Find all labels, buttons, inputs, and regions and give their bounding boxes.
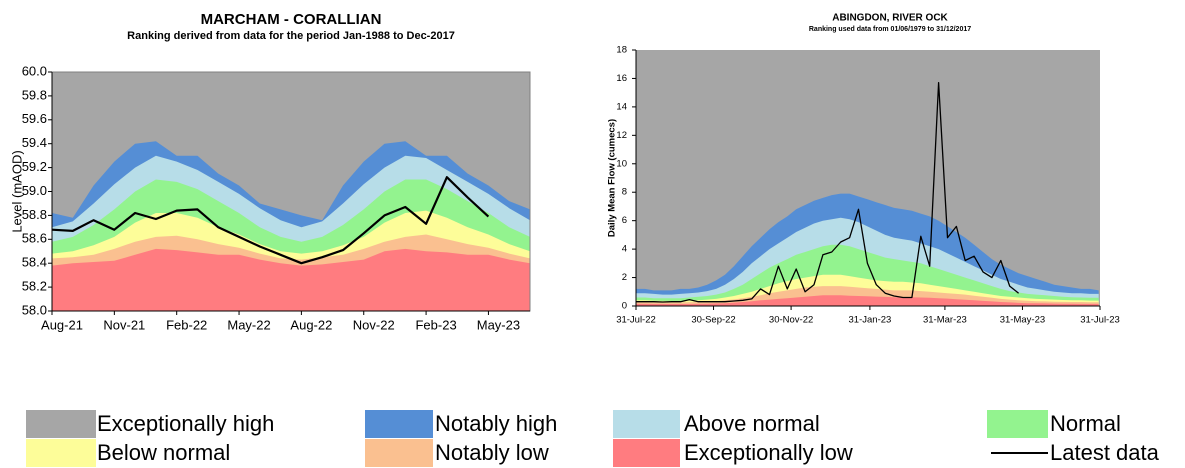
x-tick-label: Feb-22: [166, 317, 207, 332]
y-tick-label: 16: [616, 73, 627, 84]
y-tick-label: 58.4: [22, 255, 47, 270]
y-tick-label: 59.2: [22, 159, 47, 174]
x-tick-label: Aug-22: [290, 317, 332, 332]
x-tick-label: 30-Nov-22: [769, 315, 813, 326]
x-tick-label: May-23: [477, 317, 520, 332]
legend-swatch: [987, 410, 1048, 438]
x-tick-label: Nov-21: [103, 317, 145, 332]
legend-label: Below normal: [97, 440, 230, 465]
y-tick-label: 58.0: [22, 302, 47, 317]
legend-swatch: [613, 410, 680, 438]
y-tick-label: 8: [622, 187, 627, 198]
legend-swatch: [365, 410, 433, 438]
legend-label: Notably low: [435, 440, 549, 465]
chart-title: ABINGDON, RIVER OCK: [832, 13, 948, 24]
y-tick-label: 58.6: [22, 231, 47, 246]
band-area: [52, 248, 530, 311]
band-area: [636, 244, 1099, 306]
latest-data-line: [636, 82, 1020, 303]
x-tick-label: May-22: [227, 317, 270, 332]
y-tick-label: 12: [616, 130, 627, 141]
legend-label: Above normal: [684, 411, 820, 436]
latest-data-line: [51, 176, 490, 265]
chart-title: MARCHAM - CORALLIAN: [201, 11, 382, 28]
y-axis-label: Level (mAOD): [9, 150, 24, 232]
y-tick-label: 59.0: [22, 183, 47, 198]
legend-label: Latest data: [1050, 440, 1160, 465]
y-tick-label: 18: [616, 45, 627, 56]
x-tick-label: 31-Jul-22: [616, 315, 656, 326]
legend-swatch: [613, 439, 680, 467]
y-axis-label: Daily Mean Flow (cumecs): [607, 119, 618, 237]
legend-label: Notably high: [435, 411, 557, 436]
legend-swatch: [26, 439, 96, 467]
x-tick-label: Nov-22: [353, 317, 395, 332]
legend-swatch: [365, 439, 433, 467]
y-tick-label: 14: [616, 101, 627, 112]
chart-subtitle: Ranking used data from 01/06/1979 to 31/…: [809, 26, 971, 33]
y-tick-label: 4: [622, 244, 627, 255]
x-tick-label: 31-May-23: [1000, 315, 1045, 326]
x-tick-label: Feb-23: [415, 317, 456, 332]
legend-label: Exceptionally high: [97, 411, 274, 436]
y-tick-label: 59.4: [22, 135, 47, 150]
x-tick-label: 31-Jan-23: [849, 315, 892, 326]
y-tick-label: 60.0: [22, 63, 47, 78]
x-tick-label: 30-Sep-22: [691, 315, 735, 326]
y-tick-label: 58.8: [22, 207, 47, 222]
band-area: [636, 295, 1099, 306]
y-tick-label: 58.2: [22, 279, 47, 294]
chart-subtitle: Ranking derived from data for the period…: [127, 30, 455, 42]
x-tick-label: 31-Mar-23: [923, 315, 967, 326]
y-tick-label: 0: [622, 301, 627, 312]
x-tick-label: Aug-21: [41, 317, 83, 332]
y-tick-label: 59.6: [22, 111, 47, 126]
y-tick-label: 10: [616, 158, 627, 169]
y-tick-label: 2: [622, 272, 627, 283]
legend-label: Normal: [1050, 411, 1121, 436]
legend-swatch: [26, 410, 96, 438]
legend-label: Exceptionally low: [684, 440, 853, 465]
x-tick-label: 31-Jul-23: [1080, 315, 1120, 326]
y-tick-label: 59.8: [22, 87, 47, 102]
y-tick-label: 6: [622, 215, 627, 226]
